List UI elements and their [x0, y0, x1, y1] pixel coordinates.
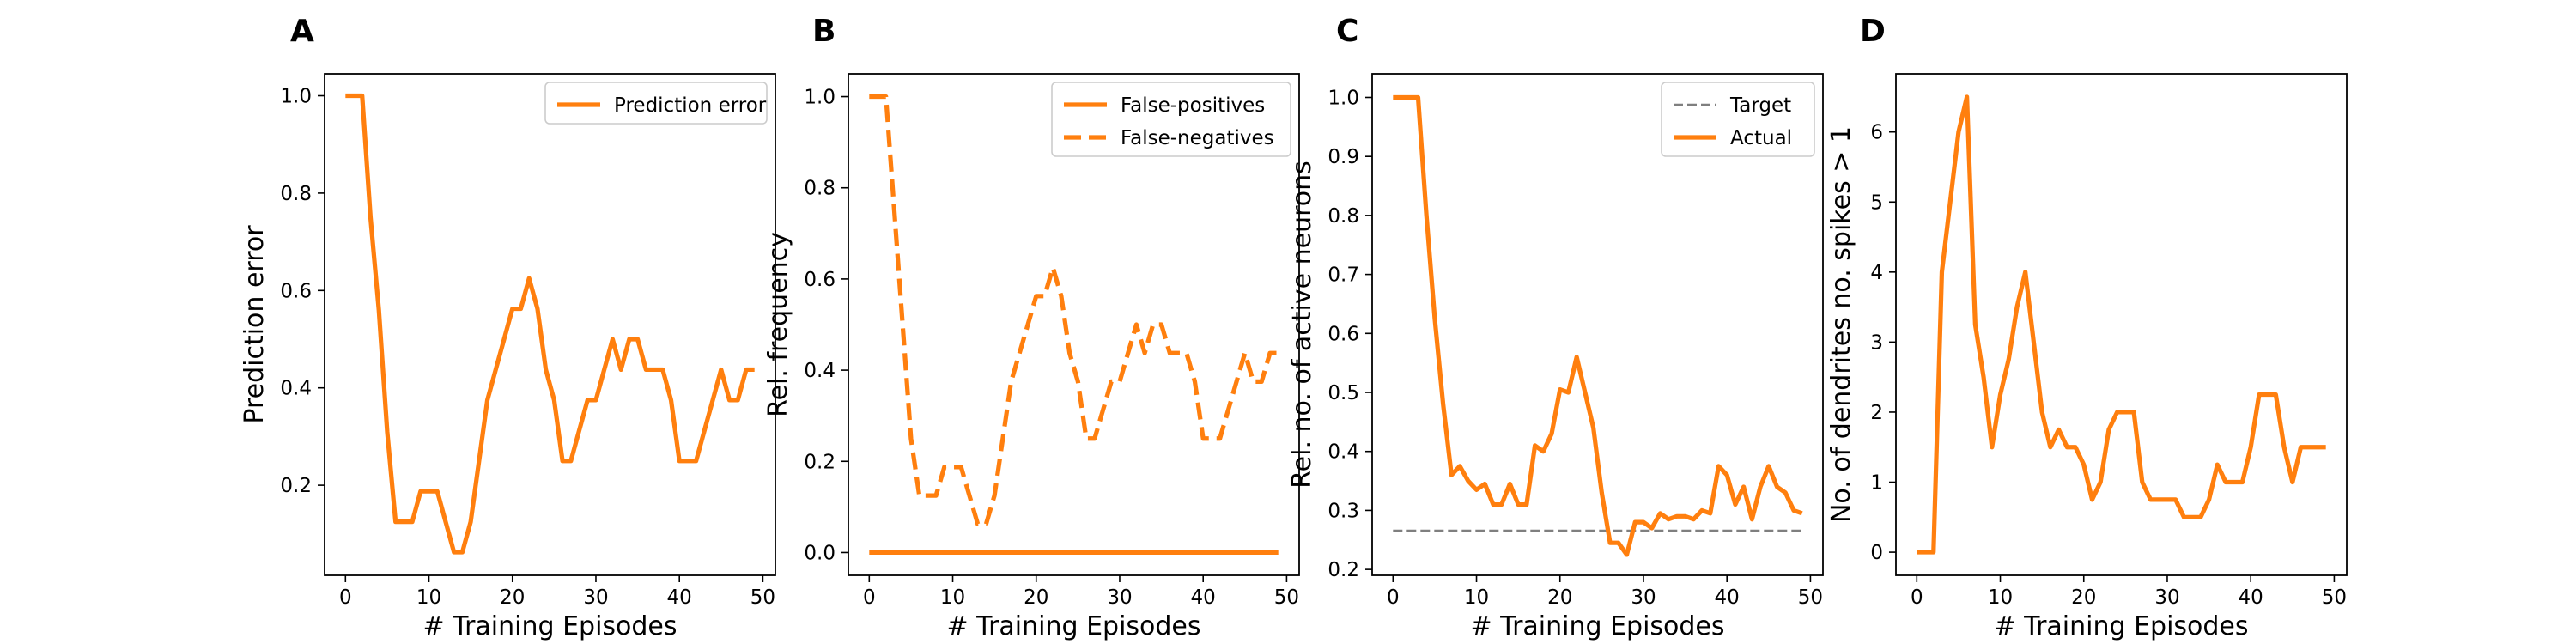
x-tick-label: 50 — [750, 586, 775, 609]
plot-frame — [1371, 73, 1824, 576]
y-tick-label: 0.0 — [804, 542, 835, 564]
plot-frame — [324, 73, 776, 576]
x-tick-label: 20 — [1024, 586, 1048, 609]
plot-frame — [1895, 73, 2348, 576]
x-axis-label: # Training Episodes — [422, 611, 677, 641]
y-tick-label: 0.6 — [1327, 323, 1359, 345]
legend-label: Prediction error — [614, 94, 767, 117]
y-tick-label: 1.0 — [1327, 87, 1359, 109]
y-tick-label: 3 — [1870, 331, 1883, 354]
chart-panel-d: D 0 10 20 30 40 50 0 1 2 3 4 5 6 # Training Episodes No… — [1826, 14, 2348, 641]
x-tick-label: 50 — [1274, 586, 1299, 609]
x-tick-label: 20 — [2071, 586, 2096, 609]
y-tick-label: 1 — [1870, 472, 1883, 495]
x-tick-label: 0 — [1387, 586, 1400, 609]
y-tick-label: 1.0 — [280, 86, 312, 108]
legend: Target Actual — [1661, 82, 1815, 157]
y-tick-label: 6 — [1870, 122, 1883, 144]
x-tick-label: 0 — [863, 586, 876, 609]
x-tick-label: 40 — [1191, 586, 1216, 609]
x-tick-label: 0 — [339, 586, 352, 609]
y-tick-label: 0.2 — [804, 451, 835, 473]
y-tick-label: 0.6 — [280, 280, 312, 302]
y-tick-label: 0.8 — [804, 178, 835, 200]
x-tick-label: 10 — [416, 586, 441, 609]
y-tick-label: 0.4 — [804, 360, 835, 382]
y-tick-label: 4 — [1870, 262, 1883, 284]
y-axis-label: No. of dendrites no. spikes > 1 — [1826, 126, 1856, 523]
y-tick-label: 0.3 — [1327, 500, 1359, 522]
y-tick-label: 0.8 — [1327, 205, 1359, 228]
x-tick-label: 40 — [2239, 586, 2263, 609]
chart-panel-c: C 0 10 20 30 40 50 0.2 0.3 0.4 0.5 0.6 0.7 0.8 0.9 1.0 #… — [1287, 14, 1824, 641]
x-tick-label: 50 — [1798, 586, 1823, 609]
y-tick-label: 0.4 — [1327, 441, 1359, 464]
series-line — [1393, 94, 1803, 557]
x-tick-label: 40 — [667, 586, 692, 609]
y-tick-label: 0.9 — [1327, 146, 1359, 168]
panel-letter: C — [1336, 14, 1358, 49]
panel-letter: A — [290, 14, 314, 49]
y-tick-label: 0.8 — [280, 183, 312, 205]
x-tick-label: 30 — [1631, 586, 1656, 609]
chart-panel-b: B 0 10 20 30 40 50 0.0 0.2 0.4 0.6 0.8 1.0 # Training… — [763, 14, 1300, 641]
legend: Prediction error — [544, 82, 768, 125]
legend-box — [1051, 82, 1291, 157]
x-tick-label: 30 — [583, 586, 608, 609]
y-tick-label: 0.7 — [1327, 264, 1359, 287]
y-tick-label: 0.2 — [280, 475, 312, 497]
x-axis-label: # Training Episodes — [946, 611, 1200, 641]
legend-box — [544, 82, 768, 125]
series-line — [1917, 94, 2326, 555]
y-tick-label: 2 — [1870, 402, 1883, 424]
plot-frame — [848, 73, 1300, 576]
y-tick-label: 0 — [1870, 542, 1883, 564]
y-tick-label: 1.0 — [804, 87, 835, 109]
y-tick-label: 0.2 — [1327, 559, 1359, 581]
x-tick-label: 50 — [2322, 586, 2347, 609]
x-tick-label: 0 — [1911, 586, 1923, 609]
panel-letter: D — [1860, 14, 1886, 49]
panel-letter: B — [812, 14, 835, 49]
x-tick-label: 40 — [1715, 586, 1740, 609]
x-axis-label: # Training Episodes — [1994, 611, 2248, 641]
y-axis-label: Prediction error — [240, 225, 270, 424]
y-tick-label: 0.6 — [804, 269, 835, 291]
y-tick-label: 5 — [1870, 191, 1883, 214]
chart-panel-a: A 0 10 20 30 40 50 0.2 0.4 0.6 0.8 1.0 # Training Ep… — [240, 14, 776, 641]
x-tick-label: 10 — [1988, 586, 2013, 609]
y-tick-label: 0.4 — [280, 378, 312, 400]
legend: False-positives False-negatives — [1051, 82, 1291, 157]
x-tick-label: 20 — [500, 586, 525, 609]
legend-label: False-positives — [1121, 94, 1265, 117]
y-axis-label: Rel. frequency — [763, 232, 793, 417]
x-tick-label: 30 — [2154, 586, 2179, 609]
series-line — [345, 93, 755, 555]
legend-label: Actual — [1730, 127, 1792, 149]
x-tick-label: 10 — [1464, 586, 1489, 609]
x-tick-label: 10 — [940, 586, 965, 609]
y-axis-label: Rel. no. of active neurons — [1287, 161, 1317, 489]
y-tick-label: 0.5 — [1327, 382, 1359, 404]
legend-label: False-negatives — [1121, 127, 1274, 149]
x-axis-label: # Training Episodes — [1470, 611, 1724, 641]
x-tick-label: 20 — [1547, 586, 1572, 609]
legend-label: Target — [1729, 94, 1791, 117]
series-line-dashed — [869, 94, 1279, 526]
x-tick-label: 30 — [1107, 586, 1132, 609]
